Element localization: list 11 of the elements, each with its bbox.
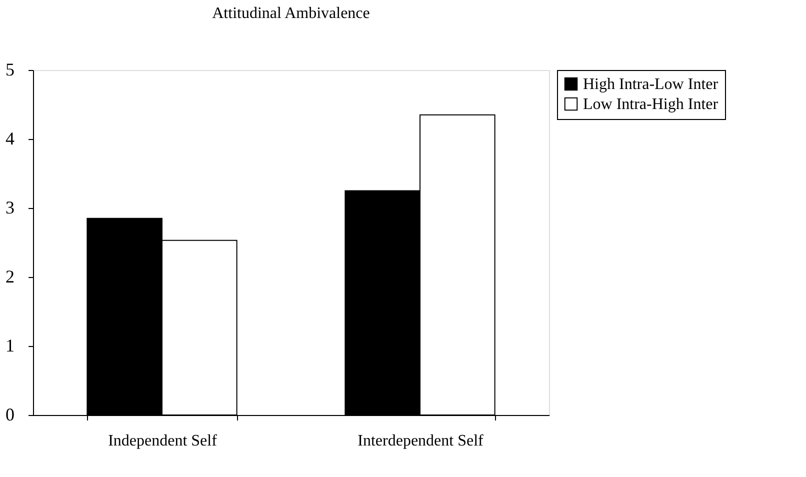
legend-label: Low Intra-High Inter [583, 96, 719, 113]
y-tick-label: 5 [6, 60, 14, 80]
x-tick-label: Independent Self [108, 432, 218, 450]
y-tick-label: 1 [6, 336, 14, 356]
y-tick-label: 4 [6, 128, 14, 148]
legend-label: High Intra-Low Inter [583, 76, 719, 93]
y-tick-label: 3 [6, 198, 14, 218]
x-tick-label: Interdependent Self [358, 432, 484, 450]
y-tick-label: 0 [6, 404, 14, 424]
y-tick-label: 2 [6, 266, 14, 286]
chart-title: Attitudinal Ambivalence [212, 5, 370, 22]
